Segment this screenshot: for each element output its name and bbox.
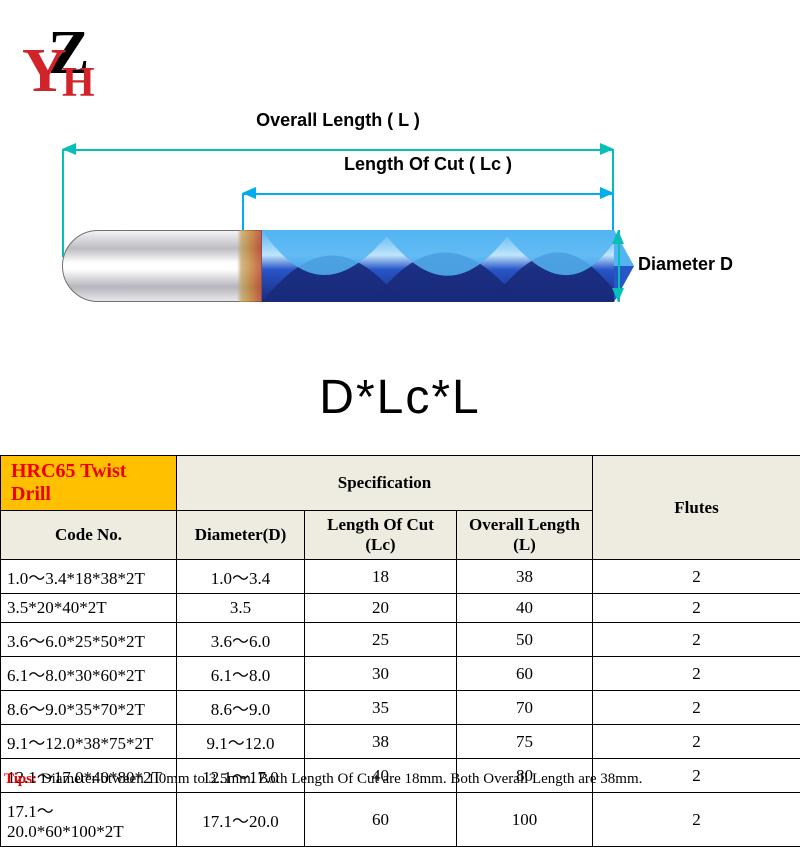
dim-cut-bar bbox=[242, 175, 614, 203]
th-diameter: Diameter(D) bbox=[177, 511, 305, 560]
drill-diagram: Overall Length ( L ) Length Of Cut ( Lc … bbox=[0, 110, 800, 410]
drill-flute bbox=[262, 230, 634, 302]
cell-lc: 30 bbox=[305, 657, 457, 691]
formula-text: D*Lc*L bbox=[0, 370, 800, 425]
th-spec: Specification bbox=[177, 456, 593, 511]
table-row: 3.6～6.0*25*50*2T3.6～6.025502 bbox=[1, 623, 800, 657]
cell-flutes: 2 bbox=[593, 691, 800, 725]
cell-code: 1.0～3.4*18*38*2T bbox=[1, 560, 177, 594]
cell-l: 75 bbox=[457, 725, 593, 759]
cell-lc: 38 bbox=[305, 725, 457, 759]
cell-diameter: 17.1～20.0 bbox=[177, 793, 305, 847]
cell-l: 50 bbox=[457, 623, 593, 657]
cell-code: 9.1～12.0*38*75*2T bbox=[1, 725, 177, 759]
spec-tbody: 1.0～3.4*18*38*2T1.0～3.4183823.5*20*40*2T… bbox=[1, 560, 800, 847]
cell-lc: 25 bbox=[305, 623, 457, 657]
cell-l: 100 bbox=[457, 793, 593, 847]
cell-code: 17.1～20.0*60*100*2T bbox=[1, 793, 177, 847]
dim-overall-label: Overall Length ( L ) bbox=[62, 110, 614, 131]
cell-diameter: 9.1～12.0 bbox=[177, 725, 305, 759]
cell-l: 60 bbox=[457, 657, 593, 691]
table-row: 8.6～9.0*35*70*2T8.6～9.035702 bbox=[1, 691, 800, 725]
cell-lc: 35 bbox=[305, 691, 457, 725]
th-l: Overall Length (L) bbox=[457, 511, 593, 560]
cell-l: 38 bbox=[457, 560, 593, 594]
dim-cut-line bbox=[242, 193, 614, 195]
cell-flutes: 2 bbox=[593, 594, 800, 623]
cell-flutes: 2 bbox=[593, 793, 800, 847]
th-lc: Length Of Cut (Lc) bbox=[305, 511, 457, 560]
brand-logo: Z Y H bbox=[18, 22, 118, 112]
cell-lc: 60 bbox=[305, 793, 457, 847]
tips-label: Tips: bbox=[4, 771, 37, 787]
table-row: 3.5*20*40*2T3.520402 bbox=[1, 594, 800, 623]
cell-lc: 18 bbox=[305, 560, 457, 594]
cell-code: 6.1～8.0*30*60*2T bbox=[1, 657, 177, 691]
cell-code: 3.5*20*40*2T bbox=[1, 594, 177, 623]
logo-letter-y: Y bbox=[22, 40, 67, 102]
cell-flutes: 2 bbox=[593, 623, 800, 657]
cell-diameter: 1.0～3.4 bbox=[177, 560, 305, 594]
th-flutes: Flutes bbox=[593, 456, 800, 560]
table-row: 6.1～8.0*30*60*2T6.1～8.030602 bbox=[1, 657, 800, 691]
dim-cut-label: Length Of Cut ( Lc ) bbox=[242, 154, 614, 175]
table-row: 9.1～12.0*38*75*2T9.1～12.038752 bbox=[1, 725, 800, 759]
dim-overall-line bbox=[62, 149, 614, 151]
th-code: Code No. bbox=[1, 511, 177, 560]
th-hrc: HRC65 Twist Drill bbox=[1, 456, 177, 511]
cell-l: 40 bbox=[457, 594, 593, 623]
dim-diameter: Diameter D bbox=[612, 230, 782, 302]
cell-diameter: 3.6～6.0 bbox=[177, 623, 305, 657]
spec-table: HRC65 Twist Drill Specification Flutes C… bbox=[0, 455, 800, 847]
table-row: 17.1～20.0*60*100*2T17.1～20.0601002 bbox=[1, 793, 800, 847]
cell-l: 70 bbox=[457, 691, 593, 725]
dim-diameter-label: Diameter D bbox=[638, 254, 733, 275]
tips-line: Tips: Diameter btween 1.0mm to 3.5mm. Bo… bbox=[0, 771, 800, 788]
cell-code: 8.6～9.0*35*70*2T bbox=[1, 691, 177, 725]
cell-lc: 20 bbox=[305, 594, 457, 623]
dim-overall-length: Overall Length ( L ) bbox=[62, 110, 614, 159]
cell-flutes: 2 bbox=[593, 560, 800, 594]
cell-code: 3.6～6.0*25*50*2T bbox=[1, 623, 177, 657]
cell-diameter: 6.1～8.0 bbox=[177, 657, 305, 691]
cell-diameter: 8.6～9.0 bbox=[177, 691, 305, 725]
table-row: 1.0～3.4*18*38*2T1.0～3.418382 bbox=[1, 560, 800, 594]
logo-letter-h: H bbox=[62, 62, 95, 104]
cell-flutes: 2 bbox=[593, 725, 800, 759]
dim-length-of-cut: Length Of Cut ( Lc ) bbox=[242, 154, 614, 203]
drill-illustration bbox=[62, 230, 614, 302]
cell-flutes: 2 bbox=[593, 657, 800, 691]
tips-text: Diameter btween 1.0mm to 3.5mm. Both Len… bbox=[37, 771, 642, 787]
cell-diameter: 3.5 bbox=[177, 594, 305, 623]
drill-shank bbox=[62, 230, 262, 302]
arrow-down-icon bbox=[612, 288, 624, 302]
